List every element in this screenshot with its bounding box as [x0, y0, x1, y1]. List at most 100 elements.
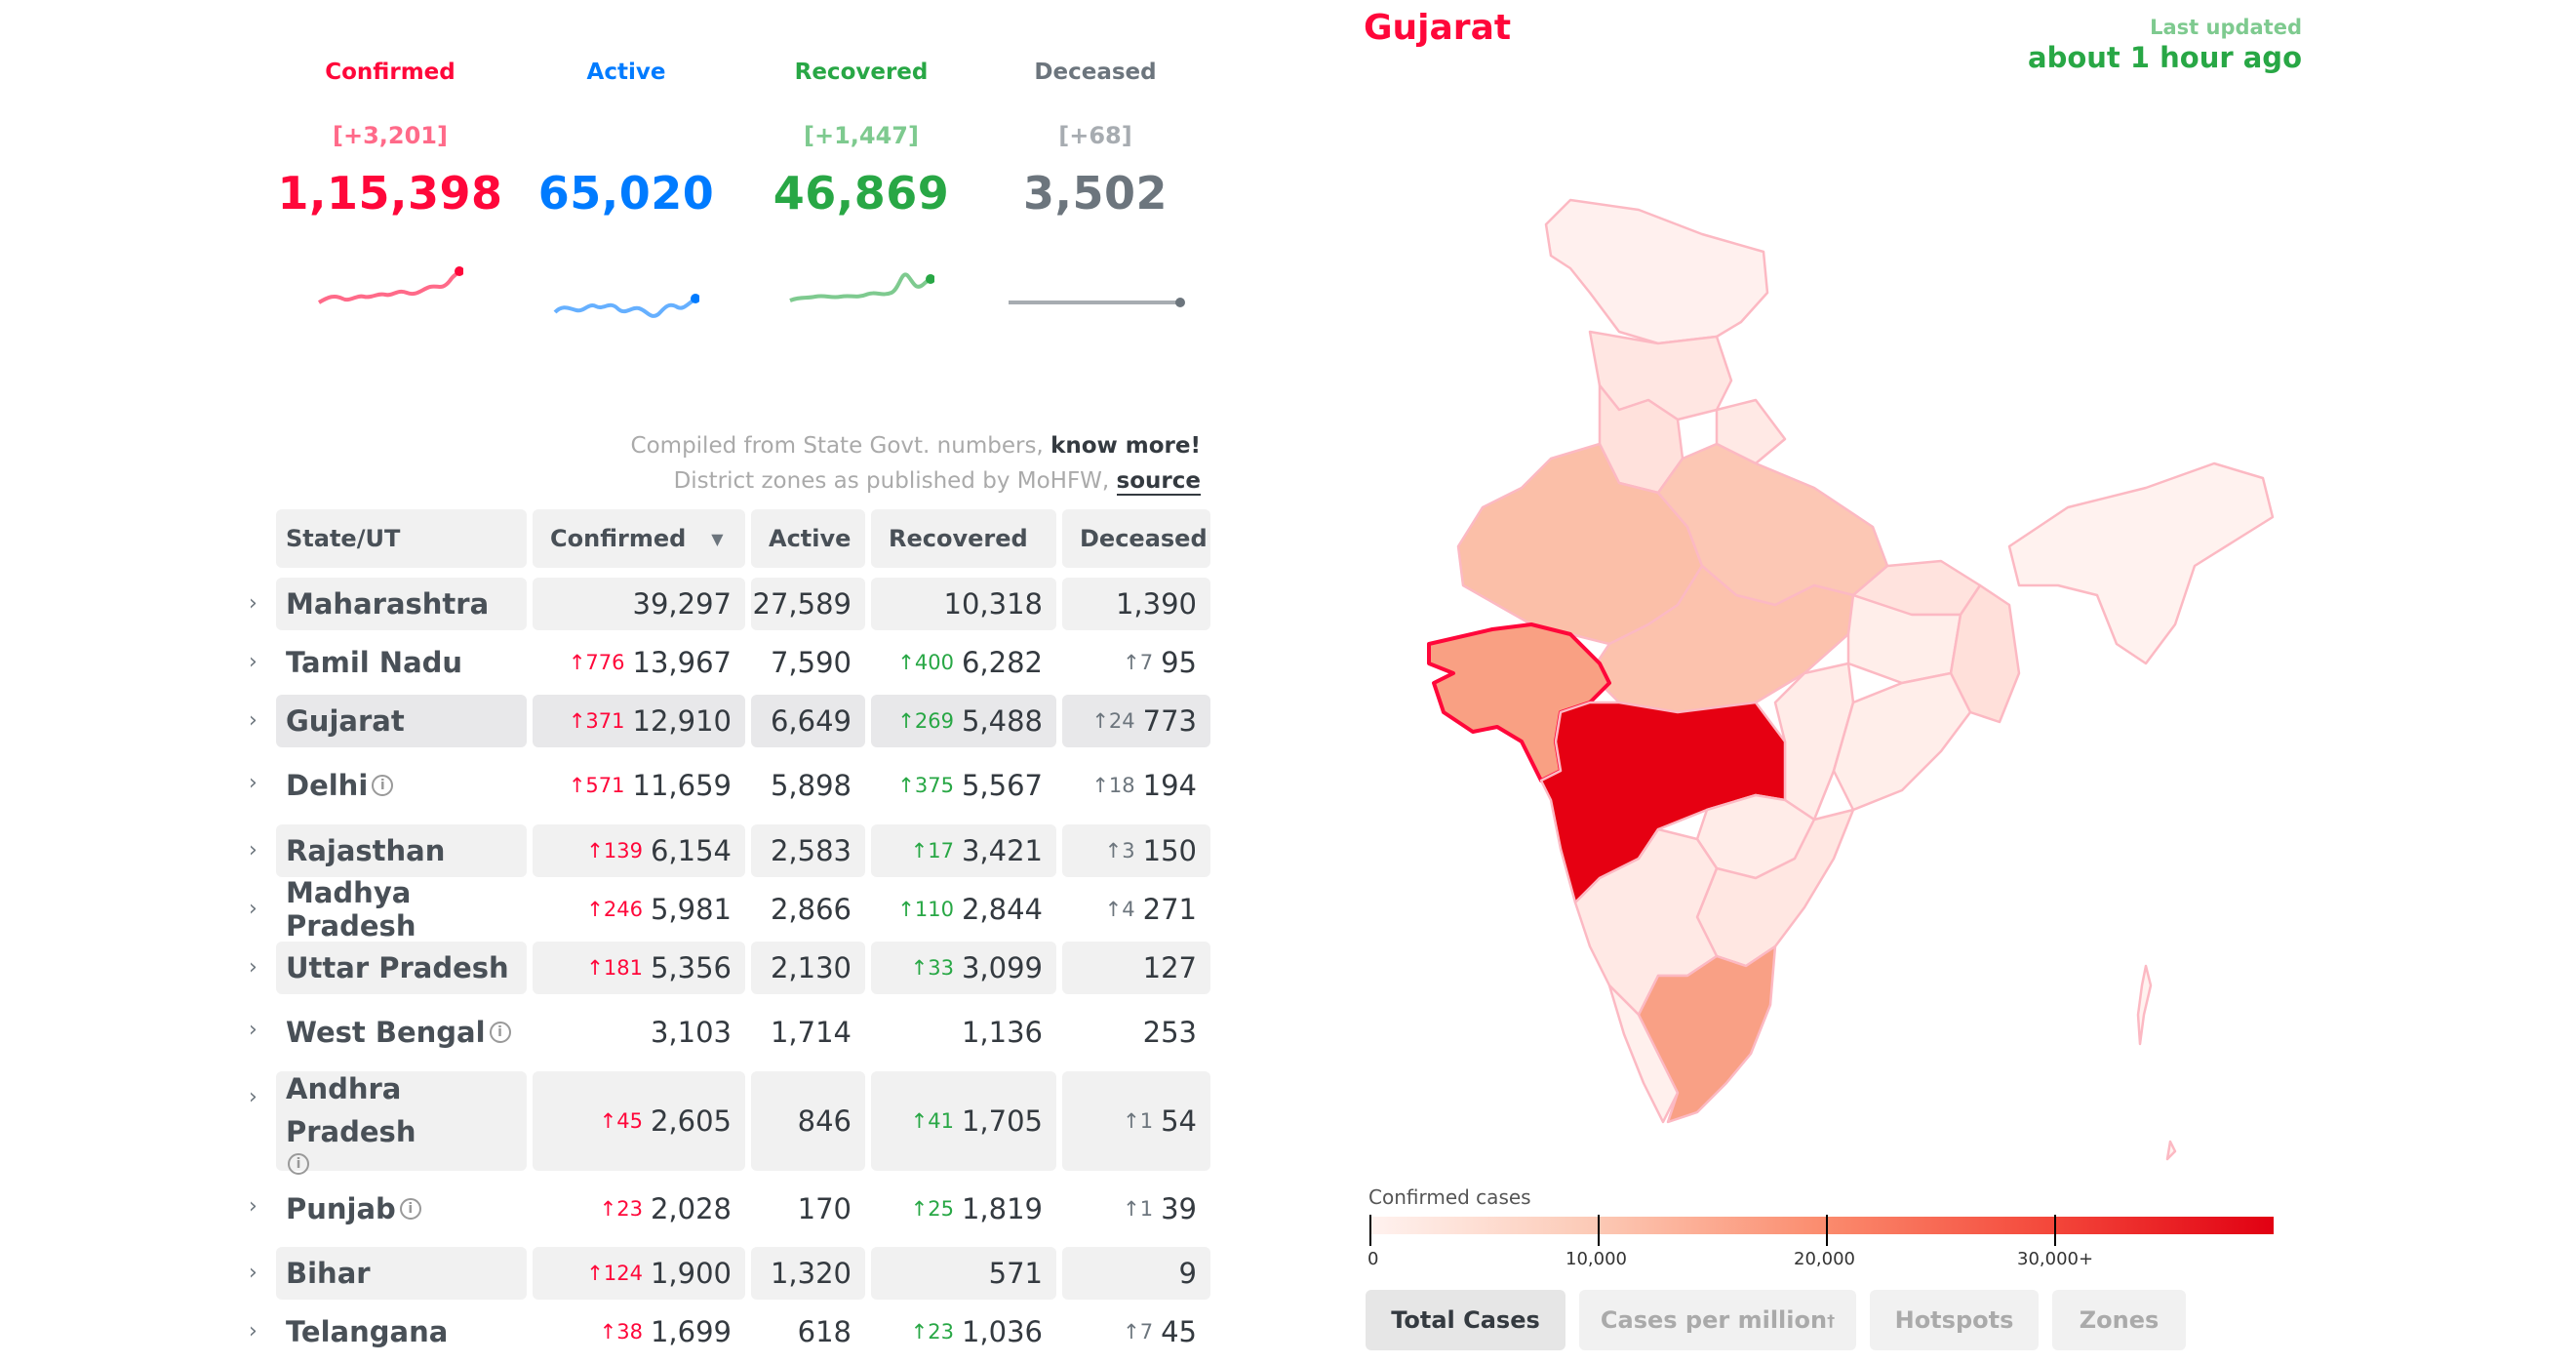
table-row[interactable]: › Bihar ↑124 1,900 1,320 571 9 [249, 1247, 1210, 1305]
deceased-cell: 127 [1062, 942, 1210, 994]
state-nicobar[interactable] [2165, 1140, 2177, 1161]
chevron-right-icon[interactable]: › [249, 955, 258, 980]
note-text: Compiled from State Govt. numbers, [630, 433, 1044, 459]
recovered-value: 1,036 [961, 1315, 1043, 1348]
confirmed-cell: ↑124 1,900 [533, 1247, 745, 1300]
recovered-cell: ↑41 1,705 [871, 1071, 1056, 1171]
recovered-cell: 571 [871, 1247, 1056, 1300]
deceased-cell: ↑3 150 [1062, 824, 1210, 877]
delta-confirmed: ↑571 [568, 774, 625, 797]
state-odisha[interactable] [1832, 671, 1972, 812]
delta-deceased: ↑7 [1123, 651, 1154, 674]
level-label: Deceased [1034, 60, 1157, 85]
confirmed-value: 6,154 [650, 834, 732, 867]
tab-cases-per-million[interactable]: Cases per million † [1579, 1290, 1856, 1350]
legend-title: Confirmed cases [1368, 1185, 1531, 1209]
delta-deceased: ↑3 [1104, 839, 1135, 863]
deceased-cell: ↑7 45 [1062, 1305, 1210, 1358]
state-uttarakhand[interactable] [1715, 398, 1787, 465]
legend-tick-label: 20,000 [1794, 1249, 1855, 1269]
chevron-right-icon[interactable]: › [249, 1261, 258, 1285]
sparkline-deceased [1009, 298, 1185, 307]
table-row[interactable]: › Uttar Pradesh ↑181 5,356 2,130 ↑33 3,099… [249, 942, 1210, 1000]
table-row[interactable]: › Punjab i ↑23 2,028 170 ↑25 1,819 ↑1 39 [249, 1181, 1210, 1239]
state-andaman[interactable] [2136, 964, 2153, 1046]
table-row[interactable]: › Madhya Pradesh ↑246 5,981 2,866 ↑110 2,8… [249, 876, 1210, 943]
active-cell: 1,714 [770, 1016, 852, 1049]
header-active[interactable]: Active [751, 509, 865, 568]
legend-tick-label: 10,000 [1565, 1249, 1627, 1269]
deceased-cell: 9 [1062, 1247, 1210, 1300]
deceased-value: 194 [1142, 769, 1197, 802]
header-deceased[interactable]: Deceased [1062, 509, 1210, 568]
india-map[interactable] [1385, 185, 2282, 1181]
tab-hotspots[interactable]: Hotspots [1870, 1290, 2039, 1350]
table-row[interactable]: › Maharashtra 39,297 27,589 10,318 1,390 [249, 578, 1210, 636]
state-name: Gujarat [276, 695, 527, 747]
header-recovered[interactable]: Recovered [871, 509, 1056, 568]
source-link[interactable]: source [1116, 468, 1201, 496]
level-delta: [+68] [1058, 122, 1132, 149]
confirmed-value: 11,659 [632, 769, 732, 802]
info-icon[interactable]: i [399, 1198, 421, 1220]
header-state[interactable]: State/UT [276, 509, 527, 568]
legend-scale [1369, 1215, 2274, 1246]
state-tamil-nadu[interactable] [1637, 944, 1777, 1124]
delta-confirmed: ↑45 [599, 1109, 643, 1133]
chevron-right-icon[interactable]: › [249, 838, 258, 863]
delta-deceased: ↑4 [1104, 898, 1135, 921]
deceased-value: 150 [1142, 834, 1197, 867]
note-zones: District zones as published by MoHFW, so… [674, 468, 1201, 496]
chevron-right-icon[interactable]: › [249, 650, 258, 674]
delta-confirmed: ↑139 [586, 839, 643, 863]
last-updated-value: about 1 hour ago [2028, 41, 2302, 74]
delta-recovered: ↑400 [897, 651, 954, 674]
table-row[interactable]: › West Bengal i 3,103 1,714 1,136 253 [249, 1004, 1210, 1063]
state-northeast[interactable] [2007, 461, 2275, 665]
table-row-highlighted[interactable]: › Gujarat ↑371 12,910 6,649 ↑269 5,488 ↑24… [249, 695, 1210, 753]
deceased-cell: 253 [1062, 1004, 1210, 1061]
confirmed-cell: ↑371 12,910 [533, 695, 745, 747]
deceased-cell: ↑1 54 [1062, 1071, 1210, 1171]
active-cell: 170 [797, 1192, 852, 1225]
recovered-cell: ↑375 5,567 [871, 757, 1056, 814]
deceased-cell: 1,390 [1062, 578, 1210, 630]
chevron-right-icon[interactable]: › [249, 708, 258, 733]
delta-confirmed: ↑23 [599, 1197, 643, 1221]
tab-zones[interactable]: Zones [2052, 1290, 2186, 1350]
confirmed-cell: ↑776 13,967 [533, 636, 745, 689]
chevron-right-icon[interactable]: › [249, 1194, 258, 1219]
header-confirmed[interactable]: Confirmed ▼ [533, 509, 745, 568]
sparkline-active [553, 294, 699, 318]
recovered-value: 6,282 [961, 646, 1043, 679]
level-label: Recovered [794, 60, 929, 85]
chevron-right-icon[interactable]: › [249, 1085, 258, 1109]
info-icon[interactable]: i [372, 775, 394, 796]
table-row[interactable]: › Delhi i ↑571 11,659 5,898 ↑375 5,567 ↑18 1… [249, 757, 1210, 816]
table-row[interactable]: › Rajasthan ↑139 6,154 2,583 ↑17 3,421 ↑3 1… [249, 824, 1210, 883]
chevron-right-icon[interactable]: › [249, 771, 258, 795]
delta-deceased: ↑1 [1123, 1197, 1154, 1221]
chevron-right-icon[interactable]: › [249, 1018, 258, 1042]
delta-confirmed: ↑38 [599, 1320, 643, 1344]
table-row[interactable]: › Tamil Nadu ↑776 13,967 7,590 ↑400 6,282 … [249, 636, 1210, 695]
delta-deceased: ↑1 [1123, 1109, 1154, 1133]
tab-total-cases[interactable]: Total Cases [1366, 1290, 1565, 1350]
last-updated-label: Last updated [2150, 16, 2302, 39]
info-icon[interactable]: i [489, 1022, 511, 1043]
level-value: 3,502 [1022, 167, 1168, 220]
state-name: Punjab [286, 1192, 396, 1225]
chevron-right-icon[interactable]: › [249, 897, 258, 921]
table-row[interactable]: › Telangana ↑38 1,699 618 ↑23 1,036 ↑7 45 [249, 1305, 1210, 1364]
delta-recovered: ↑41 [910, 1109, 954, 1133]
recovered-value: 5,567 [961, 769, 1043, 802]
table-row[interactable]: › Andhra Pradesh i ↑45 2,605 846 ↑41 1,705 … [249, 1071, 1210, 1175]
state-jammu-kashmir[interactable] [1544, 198, 1769, 345]
chevron-right-icon[interactable]: › [249, 591, 258, 616]
confirmed-value: 13,967 [632, 646, 732, 679]
info-icon[interactable]: i [288, 1153, 309, 1175]
state-name: Maharashtra [276, 578, 527, 630]
know-more-link[interactable]: know more! [1050, 433, 1201, 459]
chevron-right-icon[interactable]: › [249, 1319, 258, 1344]
active-cell: 6,649 [751, 695, 865, 747]
